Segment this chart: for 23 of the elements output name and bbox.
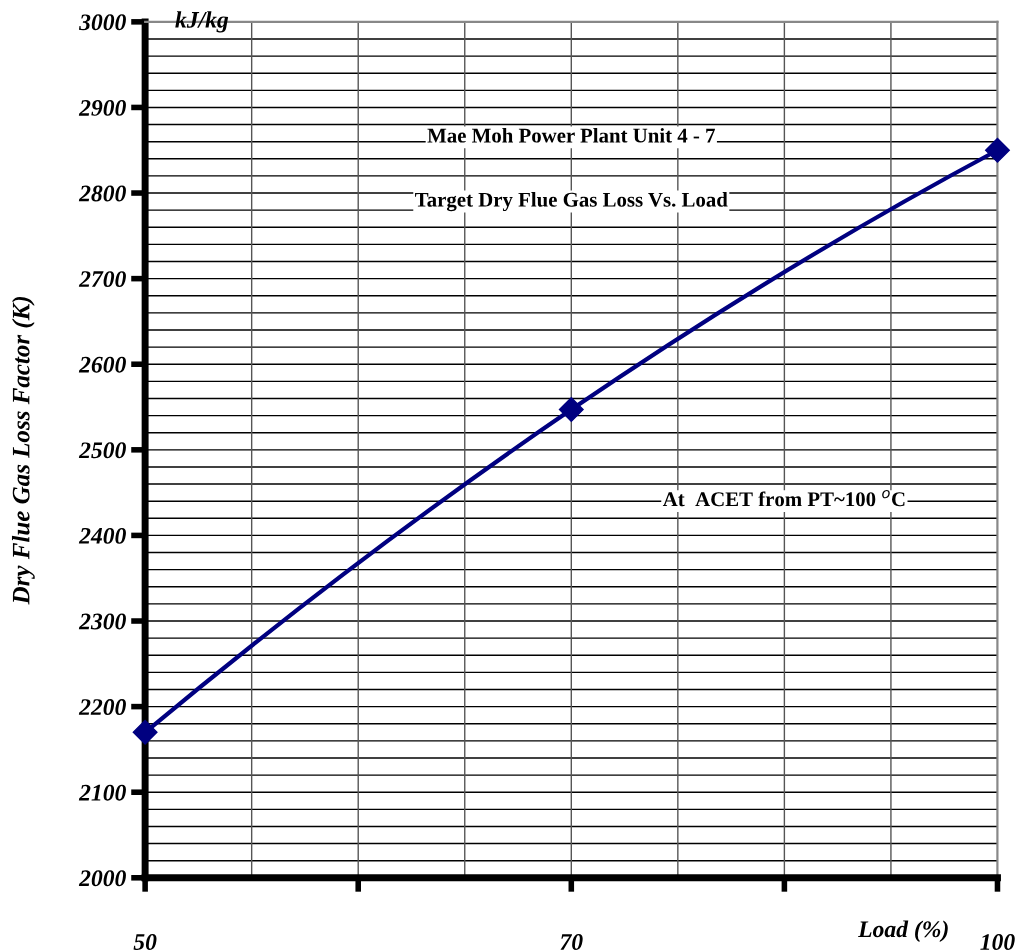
x-axis-title: Load (%) [857, 920, 948, 943]
y-tick-label: 2600 [78, 356, 126, 373]
point [558, 397, 584, 423]
y-tick-label: 2100 [78, 784, 126, 801]
point [132, 719, 158, 745]
y-tick-label: 2300 [78, 613, 126, 630]
y-tick-label: 2200 [78, 699, 126, 716]
y-tick-label: 2800 [78, 185, 126, 202]
annotation: kJ/kg [175, 11, 229, 33]
y-axis-title: Dry Flue Gas Loss Factor (K) [11, 296, 35, 605]
y-tick-label: 2900 [78, 99, 126, 116]
y-tick-label: 2500 [78, 442, 126, 459]
y-tick-label: 3000 [78, 14, 126, 31]
x-tick-label: 100 [980, 934, 1015, 950]
point [984, 137, 1010, 163]
text: Mae Moh Power Plant Unit 4 - 7 [427, 127, 715, 143]
y-tick-label: 2400 [78, 527, 126, 544]
annotation: At ACET from PT~100 $^{o}$C [662, 489, 905, 507]
y-tick-label: 2700 [78, 271, 126, 288]
text: Target Dry Flue Gas Loss Vs. Load [415, 192, 728, 212]
x-tick-label: 50 [133, 934, 157, 950]
x-tick-label: 70 [560, 934, 583, 950]
y-tick-label: 2000 [78, 870, 126, 887]
